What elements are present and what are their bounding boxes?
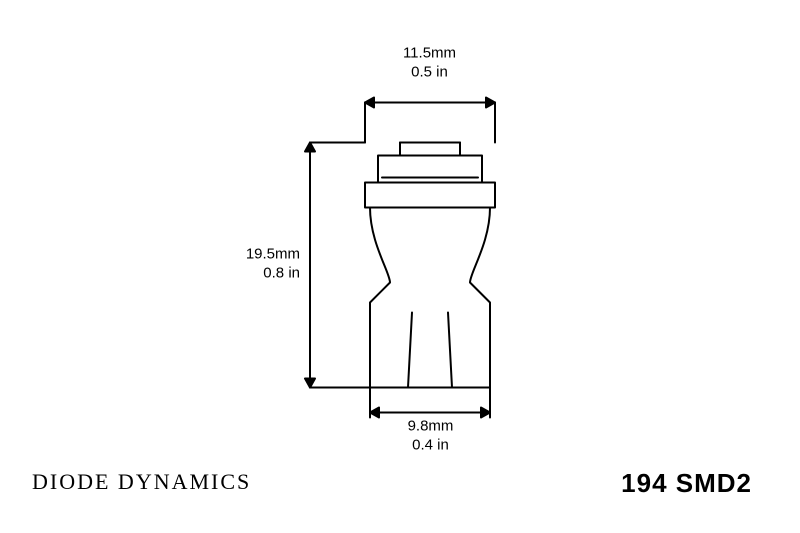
height-dimension-arrows <box>305 142 370 387</box>
bulb-outline-svg <box>190 47 610 427</box>
height-dim-mm: 19.5mm <box>246 245 300 262</box>
bottom-dimension-arrows <box>370 387 490 417</box>
top-dimension-arrows <box>365 97 495 142</box>
height-dimension-label: 19.5mm 0.8 in <box>220 245 300 283</box>
top-dim-mm: 11.5mm <box>403 44 456 61</box>
bottom-dim-mm: 9.8mm <box>408 417 454 434</box>
top-dim-in: 0.5 in <box>411 63 448 80</box>
diagram-container: 11.5mm 0.5 in 19.5mm 0.8 in 9.8mm 0.4 in <box>190 47 610 432</box>
bottom-dimension-label: 9.8mm 0.4 in <box>388 417 473 455</box>
top-dimension-label: 11.5mm 0.5 in <box>382 44 477 82</box>
brand-label: DIODE DYNAMICS <box>32 469 251 495</box>
height-dim-in: 0.8 in <box>263 264 300 281</box>
bulb-outline <box>365 142 495 387</box>
bottom-dim-in: 0.4 in <box>412 436 449 453</box>
product-label: 194 SMD2 <box>621 468 752 499</box>
